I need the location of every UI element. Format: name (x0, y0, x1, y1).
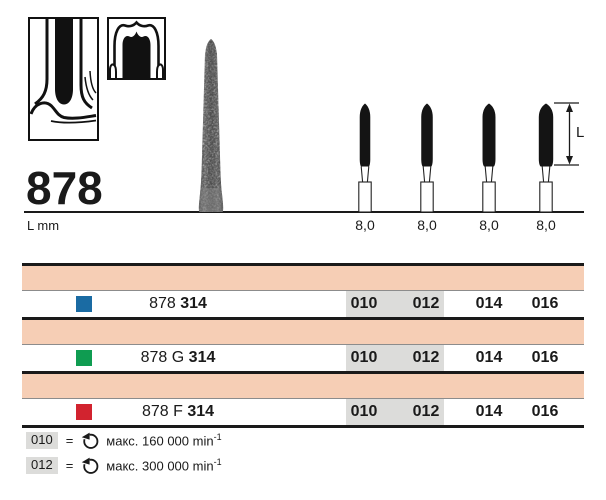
size-value: 010 (350, 349, 378, 366)
size-highlight-band (346, 291, 444, 317)
grit-color-swatch (76, 296, 92, 312)
margin-preparation-icon (28, 17, 99, 141)
crown-preparation-icon (107, 17, 166, 80)
product-table: 878 314 010 012 014 016 878 G 314 010 01… (22, 263, 584, 428)
table-divider (22, 317, 584, 320)
size-value: 012 (412, 403, 440, 420)
table-row: 878 G 314 010 012 014 016 (22, 345, 584, 371)
tip-length-value: 8,0 (479, 217, 499, 233)
bur-silhouette-010 (358, 103, 372, 213)
bur-silhouette-012 (420, 103, 434, 213)
length-unit-label: L mm (27, 218, 60, 233)
table-divider (22, 263, 584, 266)
equals-sign: = (65, 432, 74, 448)
tip-length-value: 8,0 (417, 217, 437, 233)
baseline-rule (24, 211, 584, 213)
speed-legend: 010 = макс. 160 000 min-1 012 = макс. 30… (26, 431, 222, 481)
size-highlight-band (346, 345, 444, 371)
length-dimension-label: L (576, 124, 585, 141)
figure-number: 878 (26, 162, 103, 214)
length-dimension-arrow (554, 102, 579, 166)
legend-row: 010 = макс. 160 000 min-1 (26, 431, 222, 449)
table-band (22, 266, 584, 291)
table-band (22, 374, 584, 399)
product-name: 878 F 314 (141, 403, 215, 420)
max-speed-text: макс. 160 000 min-1 (106, 431, 222, 449)
grit-color-swatch (76, 350, 92, 366)
legend-size-chip: 012 (26, 456, 58, 474)
size-value: 012 (412, 349, 440, 366)
product-name: 878 G 314 (140, 349, 216, 366)
rotation-speed-icon (82, 457, 99, 474)
legend-row: 012 = макс. 300 000 min-1 (26, 456, 222, 474)
size-value: 010 (350, 295, 378, 312)
size-value: 014 (475, 295, 503, 312)
legend-size-chip: 010 (26, 431, 58, 449)
table-row: 878 F 314 010 012 014 016 (22, 399, 584, 425)
grit-color-swatch (76, 404, 92, 420)
size-value: 014 (475, 349, 503, 366)
bur-photo (198, 39, 224, 212)
tip-length-value: 8,0 (536, 217, 556, 233)
rotation-speed-icon (82, 432, 99, 449)
table-divider (22, 371, 584, 374)
size-value: 010 (350, 403, 378, 420)
product-name: 878 314 (149, 295, 207, 312)
tip-length-value: 8,0 (355, 217, 375, 233)
size-highlight-band (346, 399, 444, 425)
size-value: 012 (412, 295, 440, 312)
size-value: 016 (531, 349, 559, 366)
size-value: 014 (475, 403, 503, 420)
size-value: 016 (531, 295, 559, 312)
table-band (22, 320, 584, 345)
bur-silhouette-014 (482, 103, 496, 213)
bur-silhouette-016 (538, 103, 554, 213)
size-value: 016 (531, 403, 559, 420)
table-row: 878 314 010 012 014 016 (22, 291, 584, 317)
equals-sign: = (65, 457, 74, 473)
table-divider (22, 425, 584, 428)
max-speed-text: макс. 300 000 min-1 (106, 456, 222, 474)
